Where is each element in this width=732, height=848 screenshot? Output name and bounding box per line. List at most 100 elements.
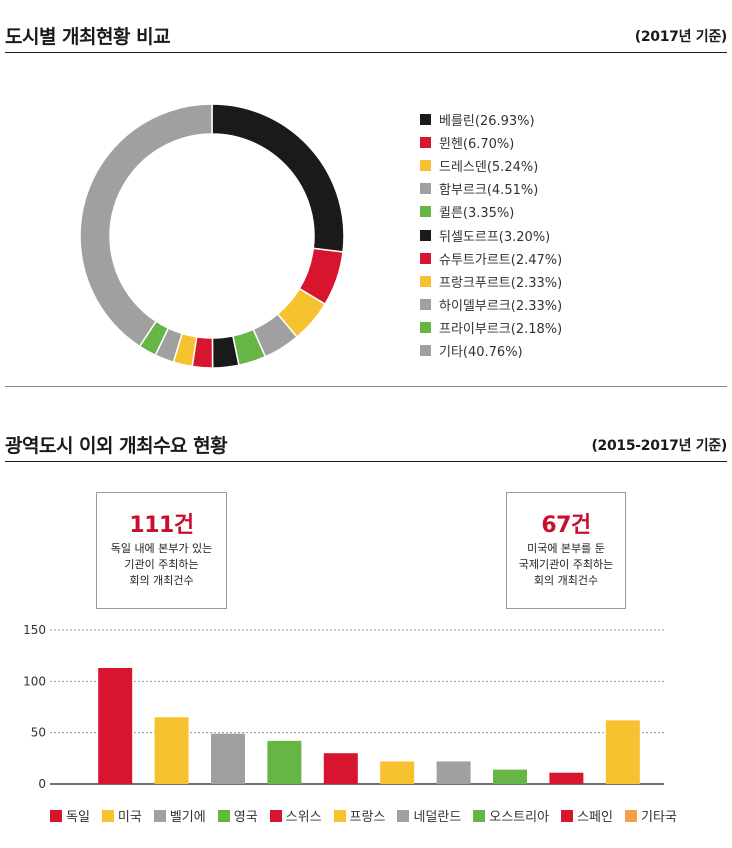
legend-label: 슈투트가르트(2.47%) [439,252,563,268]
legend-label: 퀼른(3.35%) [439,206,515,222]
bar [380,761,415,784]
legend-swatch [420,114,431,126]
legend-label: 미국 [117,810,142,825]
legend-item: 하이델부르크(2.33%) [420,293,562,316]
bar-legend-item: 프랑스 [333,806,386,825]
bar-legend-item: 영국 [217,806,258,825]
bar-legend-item: 기타국 [624,806,677,825]
bar-legend-item: 오스트리아 [473,806,549,825]
legend-swatch [397,809,410,822]
y-tick-label: 0 [38,777,46,791]
legend-label: 오스트리아 [489,810,550,825]
legend-item: 베를린(26.93%) [420,108,562,131]
legend-swatch [50,809,62,822]
legend-swatch [420,206,431,218]
section-header-demand: 광역도시 이외 개최수요 현황 (2015-2017년 기준) [5,423,727,462]
y-tick-label: 100 [23,674,46,688]
legend-swatch [624,809,637,822]
callout-number: 67건 [541,513,591,538]
donut-slice [211,103,345,253]
legend-swatch [420,137,431,149]
donut-legend: 베를린(26.93%) 뮌헨(6.70%) 드레스덴(5.24%) 함부르크(4.51… [420,108,562,362]
legend-label: 함부르크(4.51%) [439,183,539,199]
legend-item: 프라이부르크(2.18%) [420,316,562,339]
section-header-cities: 도시별 개최현황 비교 (2017년 기준) [5,14,727,53]
legend-label: 스위스 [285,810,322,825]
legend-item: 드레스덴(5.24%) [420,154,562,177]
callout-line: 회의 개최건수 [129,574,194,587]
bar [323,753,358,784]
legend-swatch [420,298,431,310]
callout-description: 미국에 본부를 둔 국제기관이 주최하는 회의 개최건수 [507,541,625,589]
legend-label: 프랑스 [349,810,386,825]
legend-swatch [420,252,431,264]
y-tick-label: 50 [31,726,46,740]
legend-swatch [420,160,431,172]
donut-chart [79,103,345,369]
section-subtitle: (2017년 기준) [634,29,728,45]
bar-legend-item: 독일 [50,806,90,825]
section-title: 도시별 개최현황 비교 [5,26,171,48]
bar [211,733,245,784]
bar-legend-item: 벨기에 [153,806,206,825]
legend-item: 뒤셀도르프(3.20%) [420,223,562,246]
bar-legend-item: 미국 [101,806,142,825]
legend-label: 뒤셀도르프(3.20%) [439,229,551,245]
legend-item: 퀼른(3.35%) [420,200,562,223]
legend-label: 영국 [233,810,258,825]
legend-swatch [217,809,230,822]
bar [549,772,584,784]
bar [267,740,302,784]
legend-swatch [333,809,346,822]
legend-swatch [420,183,431,195]
callout-line: 독일 내에 본부가 있는 [110,542,213,555]
bar [605,720,640,784]
bar-chart: 0 50 100 150 [23,623,664,791]
legend-label: 프라이부르크(2.18%) [439,321,563,337]
legend-label: 하이델부르크(2.33%) [439,298,563,314]
legend-item: 프랑크푸르트(2.33%) [420,270,562,293]
callout-line: 기관이 주최하는 [124,558,199,571]
legend-label: 스페인 [577,810,613,825]
legend-swatch [269,809,282,822]
section-title: 광역도시 이외 개최수요 현황 [5,435,228,457]
legend-label: 벨기에 [169,810,206,825]
bar [493,769,527,784]
bar-legend-item: 스페인 [561,806,613,825]
legend-item: 함부르크(4.51%) [420,177,562,200]
legend-label: 드레스덴(5.24%) [439,160,539,176]
section-divider [5,386,727,387]
bar [436,761,471,784]
legend-swatch [420,344,431,356]
callout-germany: 111건 독일 내에 본부가 있는 기관이 주최하는 회의 개최건수 [96,492,227,609]
callout-line: 미국에 본부를 둔 [527,542,605,555]
legend-swatch [420,229,431,241]
callout-line: 국제기관이 주최하는 [518,558,614,571]
bar-legend: 독일 미국 벨기에 영국 스위스 프랑스 네덜란드 오스트리아 스페인 기타국 [50,806,689,825]
legend-swatch [473,809,486,822]
legend-label: 기타국 [640,810,677,825]
bar [98,667,133,784]
legend-swatch [101,809,114,822]
legend-item: 기타(40.76%) [420,339,562,362]
legend-item: 뮌헨(6.70%) [420,131,562,154]
legend-swatch [153,809,166,822]
legend-swatch [561,809,574,822]
bar-legend-item: 네덜란드 [397,806,461,825]
section-subtitle: (2015-2017년 기준) [591,438,727,454]
y-tick-label: 150 [23,623,46,637]
legend-label: 프랑크푸르트(2.33%) [439,275,563,291]
legend-label: 네덜란드 [413,810,462,825]
legend-swatch [420,321,431,333]
legend-swatch [420,275,431,287]
donut-slice [79,103,213,348]
callout-description: 독일 내에 본부가 있는 기관이 주최하는 회의 개최건수 [97,541,226,589]
callout-line: 회의 개최건수 [533,574,599,587]
legend-label: 독일 [66,810,90,825]
bar [154,717,189,784]
callout-usa: 67건 미국에 본부를 둔 국제기관이 주최하는 회의 개최건수 [506,492,626,609]
legend-label: 베를린(26.93%) [439,114,535,130]
legend-label: 기타(40.76%) [439,344,523,360]
legend-item: 슈투트가르트(2.47%) [420,247,562,270]
legend-label: 뮌헨(6.70%) [439,137,515,153]
